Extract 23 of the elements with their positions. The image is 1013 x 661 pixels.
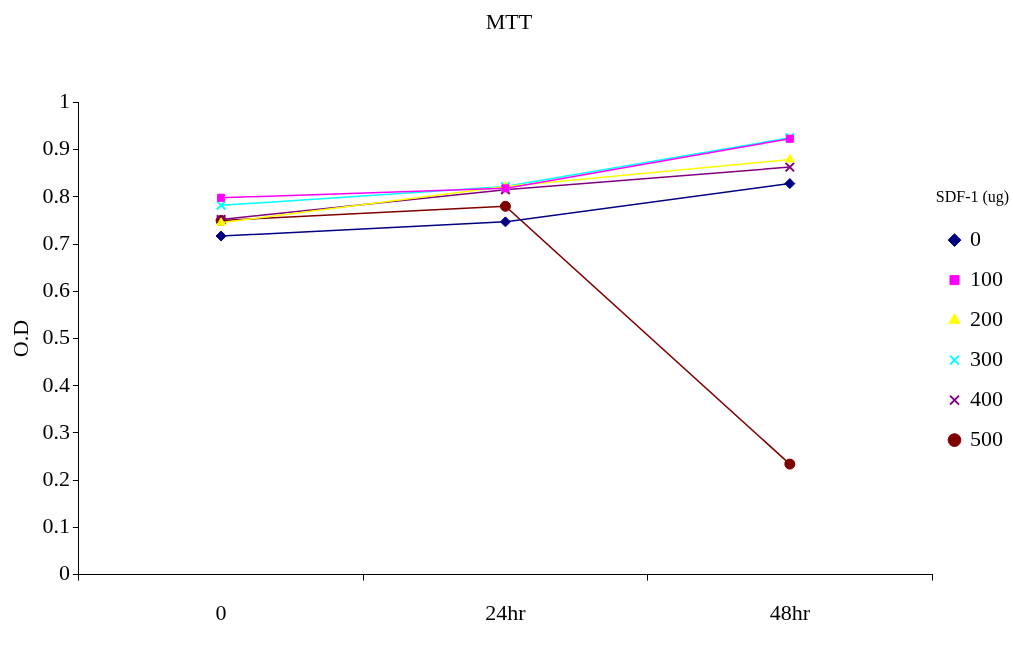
- legend-label: 100: [970, 265, 1003, 291]
- y-tick-label: 0.4: [42, 371, 70, 397]
- legend-label: 300: [970, 345, 1003, 371]
- x-tick-label: 24hr: [485, 599, 527, 625]
- y-tick-label: 0.9: [42, 135, 70, 161]
- y-tick-label: 0.5: [42, 324, 70, 350]
- y-tick-label: 1: [58, 88, 70, 114]
- chart-title: MTT: [485, 8, 533, 34]
- x-tick-label: 48hr: [769, 599, 811, 625]
- y-tick-label: 0: [58, 560, 70, 586]
- x-tick-label: 0: [215, 599, 227, 625]
- y-tick-label: 0.1: [42, 513, 70, 539]
- legend-label: 500: [970, 425, 1003, 451]
- y-axis-title: O.D: [7, 319, 33, 358]
- legend-label: 200: [970, 305, 1003, 331]
- legend-label: 0: [970, 225, 981, 251]
- legend-label: 400: [970, 385, 1003, 411]
- y-tick-label: 0.2: [42, 465, 70, 491]
- y-tick-label: 0.3: [42, 418, 70, 444]
- y-tick-label: 0.7: [42, 229, 70, 255]
- legend-title: SDF-1 (ug): [935, 188, 1010, 207]
- y-tick-label: 0.8: [42, 182, 70, 208]
- y-tick-label: 0.6: [42, 277, 70, 303]
